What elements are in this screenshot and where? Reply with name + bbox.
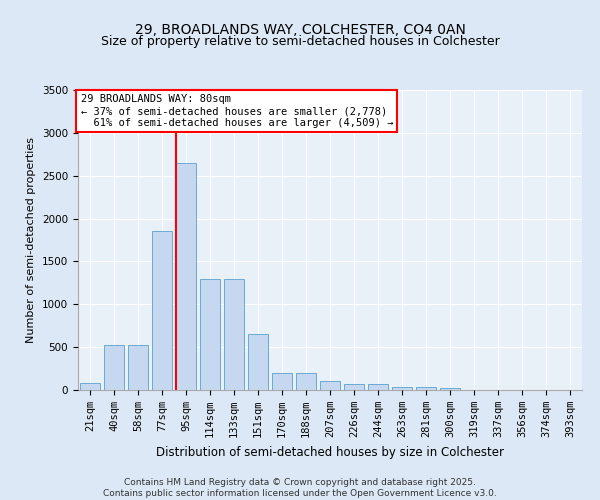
X-axis label: Distribution of semi-detached houses by size in Colchester: Distribution of semi-detached houses by … xyxy=(156,446,504,458)
Bar xyxy=(320,380,340,390)
Text: Size of property relative to semi-detached houses in Colchester: Size of property relative to semi-detach… xyxy=(101,35,499,48)
Bar xyxy=(416,386,436,390)
Bar xyxy=(440,388,460,390)
Bar xyxy=(104,344,124,390)
Bar xyxy=(176,163,196,390)
Text: 29, BROADLANDS WAY, COLCHESTER, CO4 0AN: 29, BROADLANDS WAY, COLCHESTER, CO4 0AN xyxy=(134,22,466,36)
Bar xyxy=(392,386,412,390)
Bar xyxy=(272,373,292,390)
Bar xyxy=(152,232,172,390)
Bar xyxy=(200,278,220,390)
Bar xyxy=(224,278,244,390)
Bar xyxy=(80,383,100,390)
Text: 29 BROADLANDS WAY: 80sqm
← 37% of semi-detached houses are smaller (2,778)
  61%: 29 BROADLANDS WAY: 80sqm ← 37% of semi-d… xyxy=(80,94,393,128)
Bar xyxy=(248,334,268,390)
Bar xyxy=(344,384,364,390)
Text: Contains HM Land Registry data © Crown copyright and database right 2025.
Contai: Contains HM Land Registry data © Crown c… xyxy=(103,478,497,498)
Bar xyxy=(296,373,316,390)
Y-axis label: Number of semi-detached properties: Number of semi-detached properties xyxy=(26,137,37,343)
Bar xyxy=(368,384,388,390)
Bar xyxy=(128,344,148,390)
